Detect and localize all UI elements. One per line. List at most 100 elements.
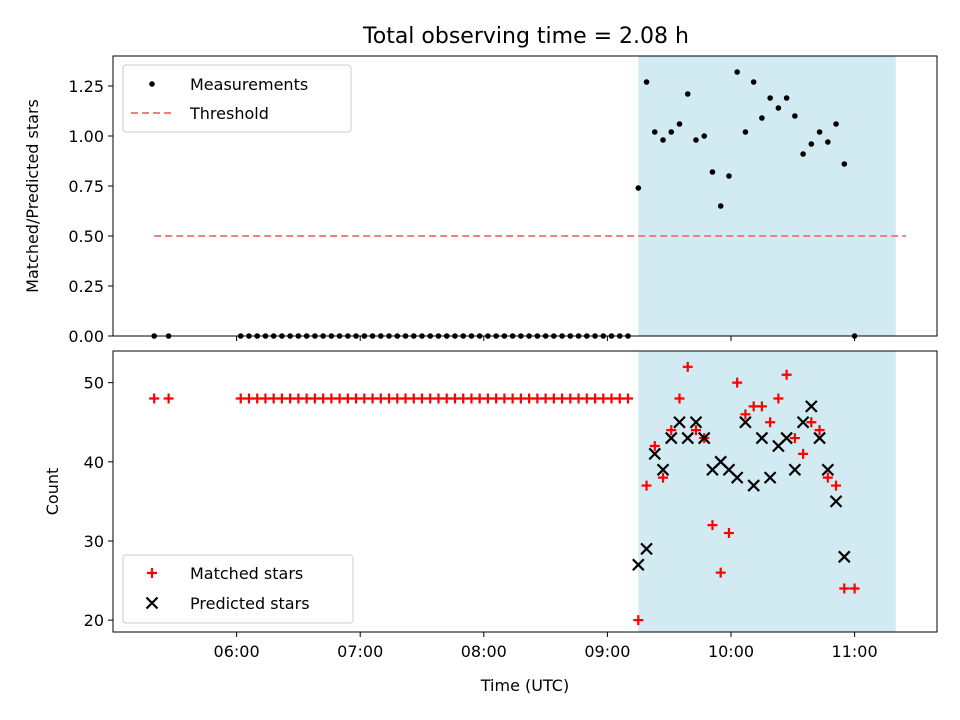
- x-tick-label: 08:00: [461, 642, 507, 661]
- x-tick-label: 11:00: [832, 642, 878, 661]
- measurement-point: [635, 185, 642, 191]
- predicted-star-point: [689, 415, 703, 429]
- top-y-tick-label: 0.25: [68, 277, 104, 296]
- matched-star-point: [682, 361, 693, 372]
- bottom-y-tick-label: 30: [84, 532, 104, 551]
- predicted-star-point: [648, 447, 662, 461]
- matched-star-point: [822, 472, 833, 483]
- legend-box: [122, 554, 354, 624]
- measurement-point: [792, 113, 798, 119]
- matched-star-point: [814, 425, 825, 436]
- x-tick-label: 10:00: [708, 642, 754, 661]
- matched-star-point: [149, 393, 160, 404]
- legend-predicted-marker: [145, 596, 159, 610]
- predicted-star-point: [796, 415, 810, 429]
- measurement-point: [693, 137, 699, 143]
- matched-star-point: [732, 377, 743, 388]
- measurement-point: [643, 79, 650, 85]
- matched-star-point: [707, 520, 718, 531]
- measurement-point: [701, 133, 708, 139]
- legend-predicted-label: Predicted stars: [190, 594, 310, 613]
- top-y-tick-label: 0.75: [68, 177, 104, 196]
- matched-star-point: [658, 472, 669, 483]
- predicted-star-point: [664, 431, 678, 445]
- matched-star-point: [740, 409, 751, 420]
- x-tick-label: 09:00: [584, 642, 630, 661]
- measurement-point: [808, 141, 815, 147]
- measurement-point: [759, 115, 765, 121]
- matched-star-point: [789, 433, 800, 444]
- bottom-shaded-interval: [638, 351, 896, 632]
- x-tick-label: 06:00: [214, 642, 260, 661]
- legend-box: [122, 64, 352, 133]
- bottom-y-tick-label: 50: [84, 374, 104, 393]
- predicted-star-point: [763, 471, 777, 484]
- matched-star-point: [839, 583, 850, 594]
- matched-star-point: [633, 615, 644, 626]
- legend-measurements-marker: [149, 81, 155, 87]
- legend-matched-label: Matched stars: [190, 564, 303, 583]
- measurement-point: [709, 169, 716, 175]
- measurement-point: [833, 121, 839, 127]
- predicted-star-point: [829, 495, 843, 508]
- measurement-point: [668, 129, 675, 135]
- bottom-y-axis-label: Count: [43, 468, 62, 516]
- predicted-star-point: [730, 471, 744, 484]
- measurement-point: [775, 105, 782, 111]
- top-y-tick-label: 1.25: [68, 77, 104, 96]
- matched-star-point: [723, 528, 734, 539]
- measurement-point: [742, 129, 749, 135]
- measurement-point: [750, 79, 757, 85]
- bottom-y-tick-label: 20: [84, 611, 104, 630]
- measurement-point: [660, 137, 666, 143]
- matched-star-point: [649, 440, 660, 451]
- predicted-star-point: [813, 431, 826, 445]
- chart-title: Total observing time = 2.08 h: [362, 24, 689, 49]
- measurement-point: [767, 95, 773, 101]
- matched-star-point: [849, 583, 860, 594]
- predicted-star-point: [780, 431, 793, 445]
- top-y-axis-label: Matched/Predicted stars: [23, 99, 42, 293]
- x-tick-label: 07:00: [337, 642, 383, 661]
- measurement-point: [816, 129, 823, 135]
- bottom-plot-frame: [112, 350, 938, 633]
- matched-star-point: [798, 448, 809, 459]
- predicted-star-point: [821, 463, 835, 477]
- legend-matched-marker: [147, 568, 157, 578]
- bottom-legend: Matched stars Predicted stars: [122, 554, 354, 624]
- measurement-point: [734, 69, 740, 75]
- legend-measurements-label: Measurements: [190, 75, 308, 94]
- predicted-star-point: [755, 431, 769, 445]
- predicted-star-point: [838, 550, 851, 564]
- predicted-star-point: [747, 479, 760, 492]
- matched-star-point: [674, 393, 685, 404]
- top-shaded-interval: [638, 56, 896, 336]
- measurement-point: [684, 91, 691, 97]
- top-y-tick-label: 0.50: [68, 227, 104, 246]
- measurement-point: [825, 139, 831, 145]
- x-axis-label: Time (UTC): [480, 676, 569, 695]
- measurement-point: [717, 203, 724, 209]
- matched-star-point: [641, 480, 652, 491]
- matched-star-point: [781, 369, 792, 380]
- top-plot-frame: [112, 55, 938, 337]
- matched-star-point: [715, 567, 726, 578]
- measurement-point: [841, 161, 848, 167]
- matched-star-point: [666, 425, 677, 436]
- matched-star-point: [163, 393, 174, 404]
- matched-star-point: [765, 417, 776, 428]
- top-plot: 0.00 0.25 0.50 0.75 1.00 1.25 Matched/Predict…: [23, 55, 938, 346]
- bottom-y-tick-label: 40: [84, 453, 104, 472]
- predicted-star-point: [640, 542, 653, 556]
- top-y-tick-label: 1.00: [68, 127, 104, 146]
- matched-star-point: [773, 393, 784, 404]
- predicted-star-point: [681, 431, 695, 445]
- predicted-star-point: [805, 400, 818, 413]
- predicted-star-point: [673, 415, 686, 429]
- measurement-point: [800, 151, 806, 157]
- legend-threshold-label: Threshold: [189, 104, 269, 123]
- matched-star-point: [831, 480, 842, 491]
- matched-star-point: [623, 393, 633, 404]
